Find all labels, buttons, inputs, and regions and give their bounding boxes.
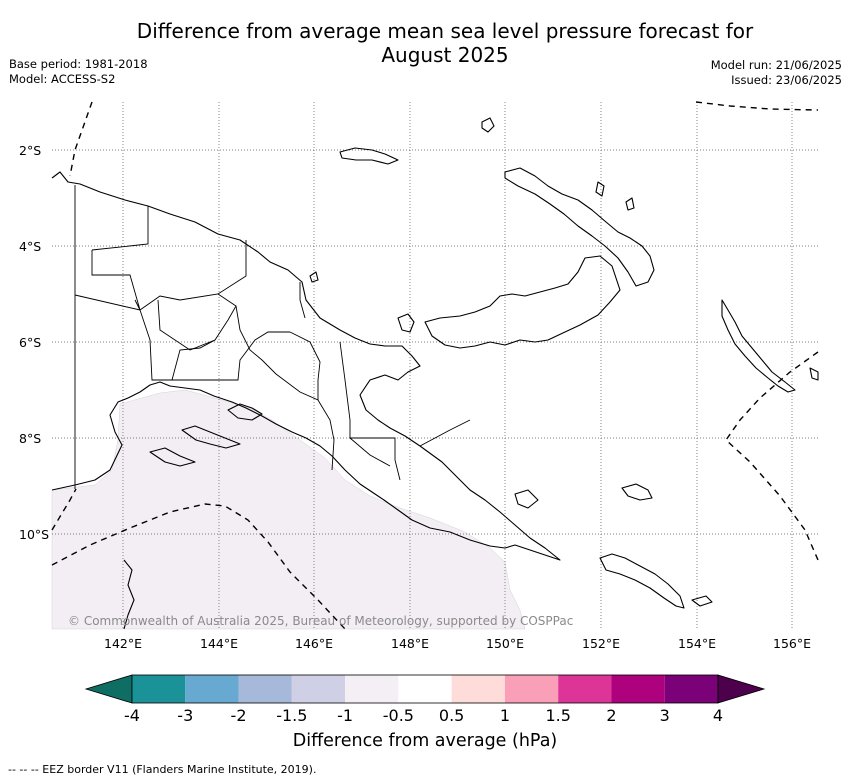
- lon-label: 148°E: [390, 636, 430, 651]
- lon-label: 142°E: [103, 636, 143, 651]
- fly-river-delta: [181, 425, 241, 449]
- colorbar-swatch: [345, 675, 399, 703]
- province-border-7: [235, 305, 335, 471]
- colorbar-swatch: [398, 675, 452, 703]
- colorbar-tick-label: 4: [712, 706, 724, 725]
- delta-island: [149, 447, 196, 467]
- island-7: [514, 489, 539, 509]
- eez-west-north: [69, 101, 93, 177]
- lon-label: 154°E: [677, 636, 717, 651]
- colorbar-tick-label: -2: [230, 706, 247, 725]
- colorbar: [84, 674, 766, 704]
- province-border-11: [349, 437, 391, 467]
- province-border-5: [157, 299, 216, 351]
- colorbar-swatch: [504, 675, 559, 703]
- lon-label: 150°E: [485, 636, 525, 651]
- island-3: [309, 271, 319, 283]
- colorbar-outline: [131, 674, 719, 704]
- island-2: [397, 313, 415, 333]
- province-border-9: [299, 282, 306, 319]
- province-border-2: [91, 250, 141, 311]
- colorbar-tick-label: -4: [124, 706, 140, 725]
- colorbar-tick-label: -1.5: [276, 706, 308, 725]
- lat-label: 6°S: [19, 335, 42, 350]
- colorbar-tick-label: -1: [337, 706, 354, 725]
- graticule: [52, 102, 818, 629]
- province-border-4: [139, 293, 237, 381]
- north-coast: [424, 255, 621, 349]
- title-line-2: August 2025: [381, 43, 509, 67]
- model-run: Model run: 21/06/2025: [710, 58, 842, 72]
- copyright-notice: © Commonwealth of Australia 2025, Bureau…: [68, 614, 574, 628]
- colorbar-swatch: [451, 675, 505, 703]
- colorbar-extend-low: [84, 674, 133, 704]
- lon-label: 146°E: [294, 636, 334, 651]
- colorbar-swatch: [291, 675, 346, 703]
- title-line-1: Difference from average mean sea level p…: [136, 19, 754, 43]
- colorbar-tick-label: 2: [606, 706, 617, 725]
- new-guinea-coastline: [51, 171, 561, 561]
- colorbar-swatch: [185, 675, 239, 703]
- manus-island: [339, 147, 399, 165]
- colorbar-label: Difference from average (hPa): [292, 731, 558, 751]
- eez-west-south: [51, 488, 77, 531]
- eez-torres-strait: [51, 503, 346, 630]
- province-border-8: [289, 331, 321, 400]
- gulf-islands: [227, 403, 263, 421]
- colorbar-swatch: [132, 675, 186, 703]
- island-6: [621, 483, 653, 501]
- colorbar-tick-label: -3: [177, 706, 194, 725]
- pressure-anomaly-shading: [51, 389, 526, 630]
- lon-label: 156°E: [772, 636, 812, 651]
- colorbar-tick-label: -0.5: [382, 706, 414, 725]
- eez-footnote: -- -- -- EEZ border V11 (Flanders Marine…: [8, 763, 317, 776]
- islands-southeast: [599, 553, 685, 609]
- lat-label: 4°S: [19, 239, 42, 254]
- model-name: Model: ACCESS-S2: [9, 72, 116, 86]
- new-ireland-coastline: [721, 299, 796, 393]
- colorbar-swatch: [558, 675, 612, 703]
- colorbar-swatch: [664, 675, 718, 703]
- lat-label: 8°S: [19, 431, 42, 446]
- province-border-12: [419, 419, 471, 447]
- island-4: [595, 181, 605, 197]
- eez-borders: [51, 101, 819, 630]
- lon-label: 144°E: [199, 636, 239, 651]
- bougainville-coastline: [809, 367, 819, 381]
- eez-east: [725, 351, 819, 561]
- colorbar-extend-high: [717, 674, 766, 704]
- island-8: [691, 595, 713, 607]
- colorbar-tick-label: 1.5: [545, 706, 571, 725]
- borders: [74, 185, 471, 489]
- new-britain-coastline: [504, 167, 655, 287]
- island-1: [481, 117, 495, 133]
- lat-label: 2°S: [19, 143, 42, 158]
- colorbar-tick-label: 3: [659, 706, 670, 725]
- colorbar-swatch: [238, 675, 292, 703]
- map-title: Difference from average mean sea level p…: [100, 19, 790, 67]
- colorbar-tick-label: 0.5: [438, 706, 465, 725]
- base-period: Base period: 1981-2018: [9, 57, 148, 71]
- issued-date: Issued: 23/06/2025: [731, 73, 842, 87]
- province-border-6: [152, 331, 290, 381]
- province-border-1: [91, 206, 149, 251]
- island-5: [625, 197, 635, 211]
- right-metadata: Model run: 21/06/2025 Issued: 23/06/2025: [711, 58, 842, 88]
- cape-york-coastline: [123, 559, 135, 630]
- lon-label: 152°E: [581, 636, 621, 651]
- colorbar-swatch: [611, 675, 665, 703]
- colorbar-tick-label: 1: [499, 706, 510, 725]
- left-metadata: Base period: 1981-2018 Model: ACCESS-S2: [9, 57, 148, 87]
- lat-label: 10°S: [19, 527, 50, 542]
- coastlines: [51, 117, 819, 630]
